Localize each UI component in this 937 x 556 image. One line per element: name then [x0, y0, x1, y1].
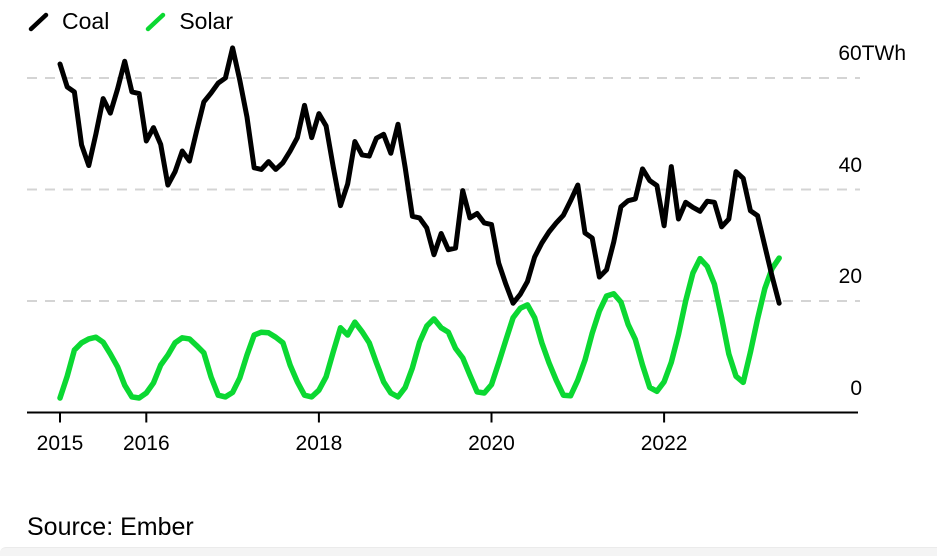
coal-line-swatch-icon [28, 12, 49, 31]
bottom-divider-strip [0, 547, 937, 556]
x-axis-label-2016: 2016 [122, 432, 170, 455]
solar-line-swatch-icon [146, 12, 166, 31]
legend-item-solar: Solar [145, 8, 233, 35]
x-axis-label-2018: 2018 [295, 432, 343, 455]
legend-label-coal: Coal [62, 8, 110, 34]
x-axis-label-2015: 2015 [36, 432, 84, 455]
legend-label-solar: Solar [179, 8, 234, 34]
y-axis-label-20: 20 [838, 265, 862, 288]
chart-legend: Coal Solar [28, 8, 233, 35]
x-axis-label-2022: 2022 [640, 432, 688, 455]
y-axis-label-0: 0 [850, 376, 862, 400]
x-axis-label-2020: 2020 [468, 432, 515, 455]
legend-item-coal: Coal [28, 8, 109, 35]
y-axis-label-40: 40 [838, 153, 862, 177]
source-credit: Source: Ember [27, 513, 194, 541]
y-axis-label-60twh: 60TWh [838, 42, 906, 65]
